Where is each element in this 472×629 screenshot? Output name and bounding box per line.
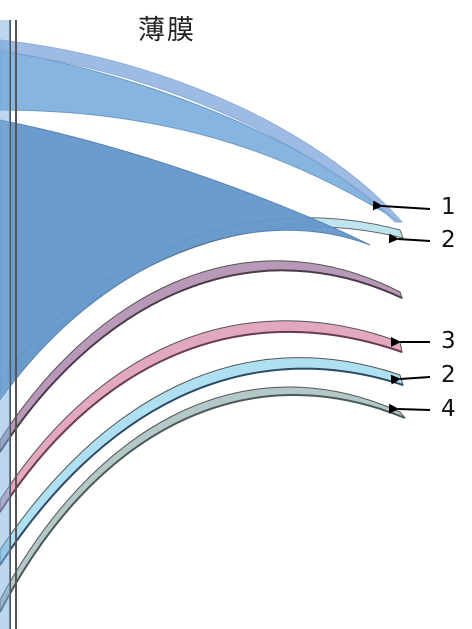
label-3: 3 bbox=[441, 328, 456, 354]
label-4: 4 bbox=[441, 396, 456, 422]
label-1: 1 bbox=[441, 194, 456, 220]
layer-2-lower-body bbox=[0, 358, 403, 565]
layer-4 bbox=[0, 387, 405, 612]
layer-4-body bbox=[0, 387, 405, 612]
diagram-title: 薄膜 bbox=[138, 8, 196, 47]
arrow-2-upper bbox=[398, 239, 430, 241]
label-2-lower: 2 bbox=[441, 362, 456, 388]
arrow-4 bbox=[398, 409, 430, 410]
layer-2-lower bbox=[0, 358, 403, 565]
label-2-upper: 2 bbox=[441, 227, 456, 253]
arrow-2-lower bbox=[400, 377, 430, 379]
